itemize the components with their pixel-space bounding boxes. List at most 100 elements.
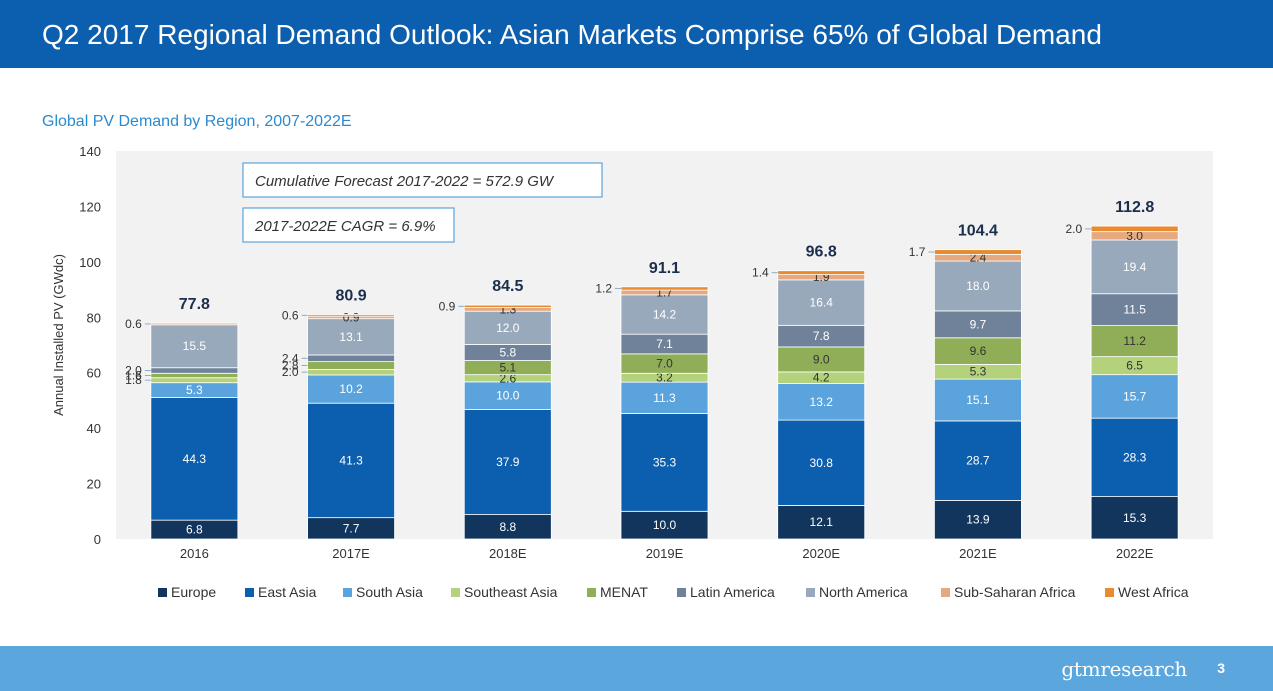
total-label: 112.8 [1115, 199, 1154, 216]
bar-segment [307, 318, 395, 356]
data-label: 8.8 [499, 520, 516, 534]
data-label: 13.1 [339, 330, 363, 344]
data-label: 7.8 [813, 329, 830, 343]
data-label: 28.3 [1123, 450, 1147, 464]
data-label: 11.3 [653, 391, 676, 405]
bar-segment [463, 409, 552, 516]
annotation-text: 2017-2022E CAGR = 6.9% [254, 218, 436, 235]
bar-segment [307, 361, 395, 370]
legend-label: West Africa [1118, 584, 1189, 600]
bar-segment [150, 367, 239, 374]
chart-title: Global PV Demand by Region, 2007-2022E [42, 113, 352, 130]
y-tick-label: 20 [87, 477, 101, 492]
data-label: 37.9 [496, 455, 520, 469]
bar-segment [777, 419, 866, 506]
y-tick-label: 120 [79, 199, 101, 214]
data-label: 0.6 [282, 308, 299, 322]
slide-footer: gtmresearch 3 [0, 646, 1273, 691]
y-tick-label: 0 [94, 532, 101, 547]
data-label: 2.0 [1065, 222, 1082, 236]
x-tick-label: 2021E [959, 546, 997, 561]
annotation-box [242, 162, 603, 198]
x-tick-label: 2022E [1116, 546, 1154, 561]
data-label: 2.0 [125, 363, 142, 377]
bar-segment [620, 381, 709, 414]
total-label: 77.8 [179, 296, 210, 313]
total-label: 91.1 [649, 260, 680, 277]
data-label: 13.2 [810, 395, 834, 409]
data-label: 1.4 [752, 266, 769, 280]
data-label: 0.6 [125, 317, 142, 331]
slide-header: Q2 2017 Regional Demand Outlook: Asian M… [0, 0, 1273, 68]
bar-segment [150, 324, 239, 369]
legend-swatch [158, 588, 167, 597]
y-tick-label: 60 [87, 366, 101, 381]
data-label: 41.3 [339, 453, 363, 467]
bar-segment [934, 500, 1022, 540]
data-label: 0.9 [343, 310, 360, 324]
x-tick-label: 2017E [332, 546, 370, 561]
bar-segment [1090, 239, 1179, 295]
bar-segment [307, 402, 395, 519]
bar-segment [307, 354, 395, 363]
annotation-text: Cumulative Forecast 2017-2022 = 572.9 GW [255, 173, 555, 190]
bar-segment [934, 249, 1022, 255]
bar-segment [307, 368, 395, 376]
data-label: 3.0 [1126, 229, 1143, 243]
bar-segment [777, 505, 866, 540]
bar-segment [150, 377, 239, 384]
data-label: 3.2 [656, 371, 673, 385]
legend-swatch [451, 588, 460, 597]
bar-segment [1090, 417, 1179, 497]
data-label: 1.7 [909, 245, 926, 259]
data-label: 5.8 [499, 345, 516, 359]
data-label: 30.8 [810, 456, 834, 470]
data-label: 15.5 [183, 339, 207, 353]
data-label: 15.3 [1123, 511, 1147, 525]
bar-segment [620, 294, 709, 335]
bar-segment [620, 510, 709, 540]
bar-segment [307, 314, 395, 317]
data-label: 11.2 [1123, 334, 1146, 348]
data-label: 1.2 [595, 281, 612, 295]
data-label: 14.2 [653, 308, 677, 322]
bar-segment [150, 372, 239, 379]
bar-segment [777, 346, 866, 373]
legend-label: North America [819, 584, 908, 600]
legend-label: Sub-Saharan Africa [954, 584, 1076, 600]
bar-segment [620, 286, 709, 291]
data-label: 12.1 [810, 515, 834, 529]
legend-swatch [941, 588, 950, 597]
legend-swatch [806, 588, 815, 597]
legend-label: South Asia [356, 584, 423, 600]
data-label: 2.0 [282, 365, 299, 379]
bar-segment [934, 378, 1022, 422]
y-axis-label: Annual Installed PV (GWdc) [51, 254, 66, 416]
bar-segment [463, 514, 552, 540]
data-label: 13.9 [966, 513, 990, 527]
data-label: 6.5 [1126, 359, 1143, 373]
data-label: 7.1 [656, 337, 673, 351]
bar-segment [934, 420, 1022, 501]
data-label: 19.4 [1123, 260, 1147, 274]
data-label: 44.3 [183, 452, 207, 466]
data-label: 10.0 [496, 389, 520, 403]
bar-segment [620, 413, 709, 512]
legend-swatch [677, 588, 686, 597]
bar-segment [1090, 225, 1179, 233]
data-label: 15.1 [966, 393, 990, 407]
legend-swatch [245, 588, 254, 597]
bar-segment [1090, 325, 1179, 358]
legend-swatch [587, 588, 596, 597]
bar-segment [150, 322, 239, 326]
total-label: 84.5 [492, 278, 523, 295]
bar-segment [777, 270, 866, 276]
y-tick-label: 140 [79, 144, 101, 159]
data-label: 9.6 [970, 344, 987, 358]
legend-swatch [1105, 588, 1114, 597]
x-tick-label: 2018E [489, 546, 527, 561]
data-label: 1.6 [125, 368, 142, 382]
legend-label: East Asia [258, 584, 317, 600]
data-label: 2.8 [282, 359, 299, 373]
